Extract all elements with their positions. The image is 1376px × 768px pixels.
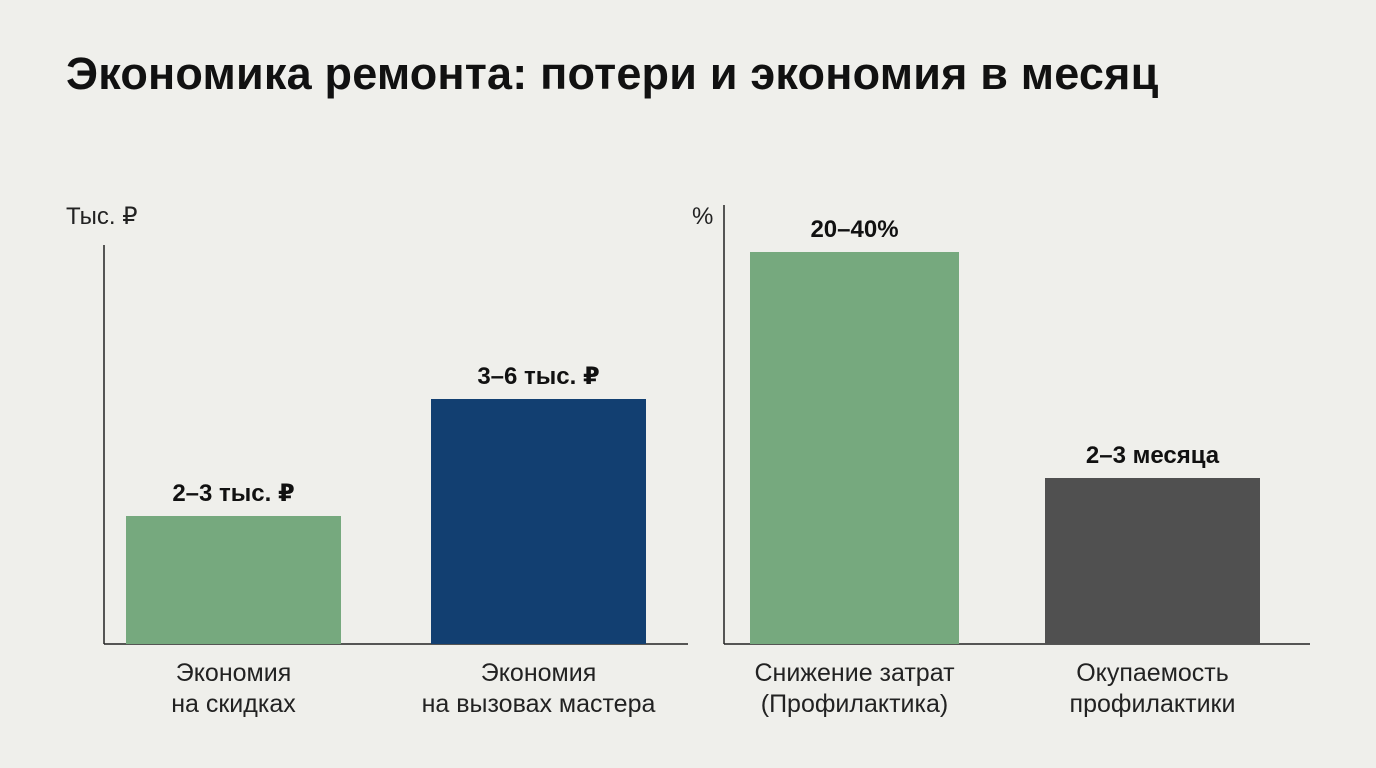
category-label: Экономия на скидках: [171, 659, 296, 718]
bar: [1045, 478, 1260, 644]
chart-panel-prevention: % 20–40% Снижение затрат (Профилактика) 2–3 …: [692, 203, 1310, 718]
bar-value-label: 3–6 тыс. ₽: [477, 363, 599, 390]
bar-value-label: 2–3 месяца: [1086, 442, 1220, 469]
category-label: Экономия на вызовах мастера: [422, 659, 656, 718]
chart-title: Экономика ремонта: потери и экономия в м…: [66, 48, 1159, 99]
bar-value-label: 20–40%: [810, 216, 898, 243]
y-axis-unit-label: Тыс. ₽: [66, 203, 137, 230]
bar: [431, 399, 646, 644]
y-axis-unit-label: %: [692, 203, 713, 230]
chart-panel-savings: Тыс. ₽ 2–3 тыс. ₽ Экономия на скидках 3–6 ты…: [66, 203, 688, 718]
category-label: Снижение затрат (Профилактика): [754, 659, 955, 718]
bar: [126, 516, 341, 644]
bar-value-label: 2–3 тыс. ₽: [172, 480, 294, 507]
category-label: Окупаемость профилактики: [1070, 659, 1236, 718]
bar: [750, 252, 959, 644]
